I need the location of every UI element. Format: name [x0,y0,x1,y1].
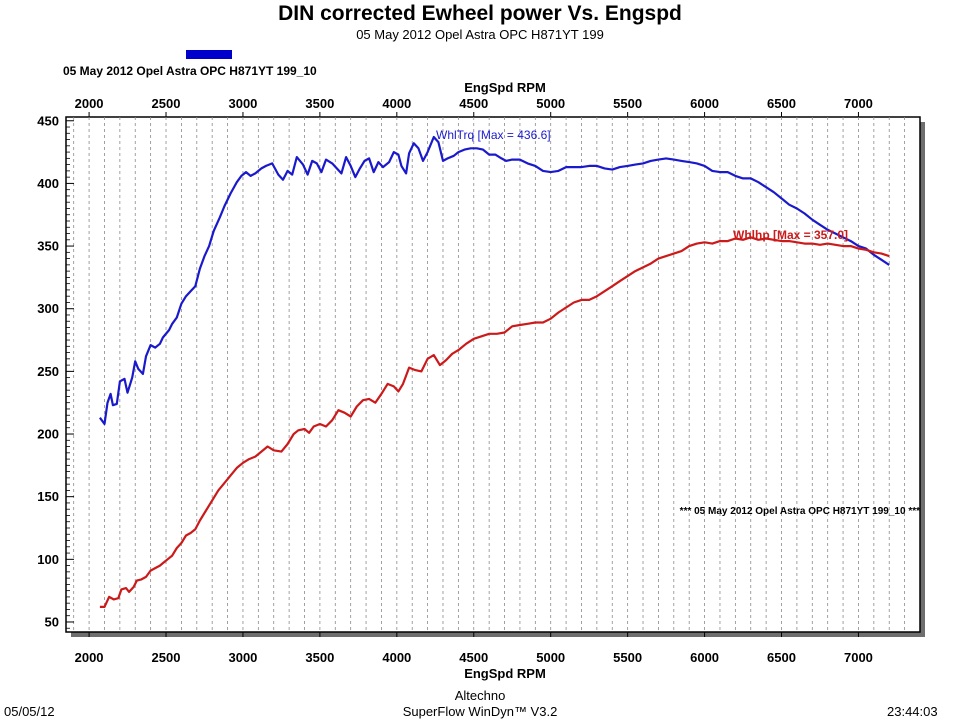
x-tick-label-top: 2500 [152,96,181,111]
x-tick-label-top: 3000 [228,96,257,111]
footer-time: 23:44:03 [887,704,938,719]
y-tick-label: 150 [37,489,59,504]
footer-company: Altechno [454,688,506,703]
chart-title: DIN corrected Ewheel power Vs. Engspd [278,2,682,25]
footer-software: SuperFlow WinDyn™ V3.2 [402,704,558,719]
annotation-whltrq-max: WhlTrq [Max = 436.6] [436,128,551,142]
y-tick-label: 300 [37,301,59,316]
x-tick-label-bottom: 5500 [613,650,642,665]
annotation-whlhp-max: Whlhp [Max = 357.0] [733,228,848,242]
x-tick-label-top: 2000 [75,96,104,111]
chart-subtitle: 05 May 2012 Opel Astra OPC H871YT 199 [356,27,604,42]
x-tick-label-top: 6000 [690,96,719,111]
y-tick-label: 450 [37,113,59,128]
x-tick-label-bottom: 6500 [767,650,796,665]
y-tick-label: 350 [37,239,59,254]
x-tick-label-top: 3500 [305,96,334,111]
y-tick-label: 250 [37,364,59,379]
x-tick-label-top: 5500 [613,96,642,111]
legend-swatch [186,50,232,59]
x-tick-label-bottom: 4500 [459,650,488,665]
x-tick-label-bottom: 3000 [228,650,257,665]
run-note: *** 05 May 2012 Opel Astra OPC H871YT 19… [680,506,920,517]
x-tick-label-top: 4500 [459,96,488,111]
x-tick-label-top: 4000 [382,96,411,111]
series-line-whltrq [99,135,890,426]
plot-area [65,116,921,633]
legend-label: 05 May 2012 Opel Astra OPC H871YT 199_10 [63,64,317,78]
x-tick-label-bottom: 3500 [305,650,334,665]
x-tick-label-bottom: 7000 [844,650,873,665]
x-tick-label-bottom: 5000 [536,650,565,665]
x-axis-title-bottom: EngSpd RPM [464,666,546,681]
x-tick-label-top: 7000 [844,96,873,111]
footer-date: 05/05/12 [4,704,55,719]
x-tick-label-bottom: 6000 [690,650,719,665]
y-tick-label: 400 [37,176,59,191]
x-tick-label-top: 6500 [767,96,796,111]
x-tick-label-top: 5000 [536,96,565,111]
y-tick-label: 100 [37,552,59,567]
y-tick-label: 50 [45,614,59,629]
series-line-whlhp [99,236,890,608]
x-tick-label-bottom: 2000 [75,650,104,665]
x-axis-title-top: EngSpd RPM [464,80,546,95]
x-tick-label-bottom: 4000 [382,650,411,665]
y-tick-label: 200 [37,427,59,442]
x-tick-label-bottom: 2500 [152,650,181,665]
